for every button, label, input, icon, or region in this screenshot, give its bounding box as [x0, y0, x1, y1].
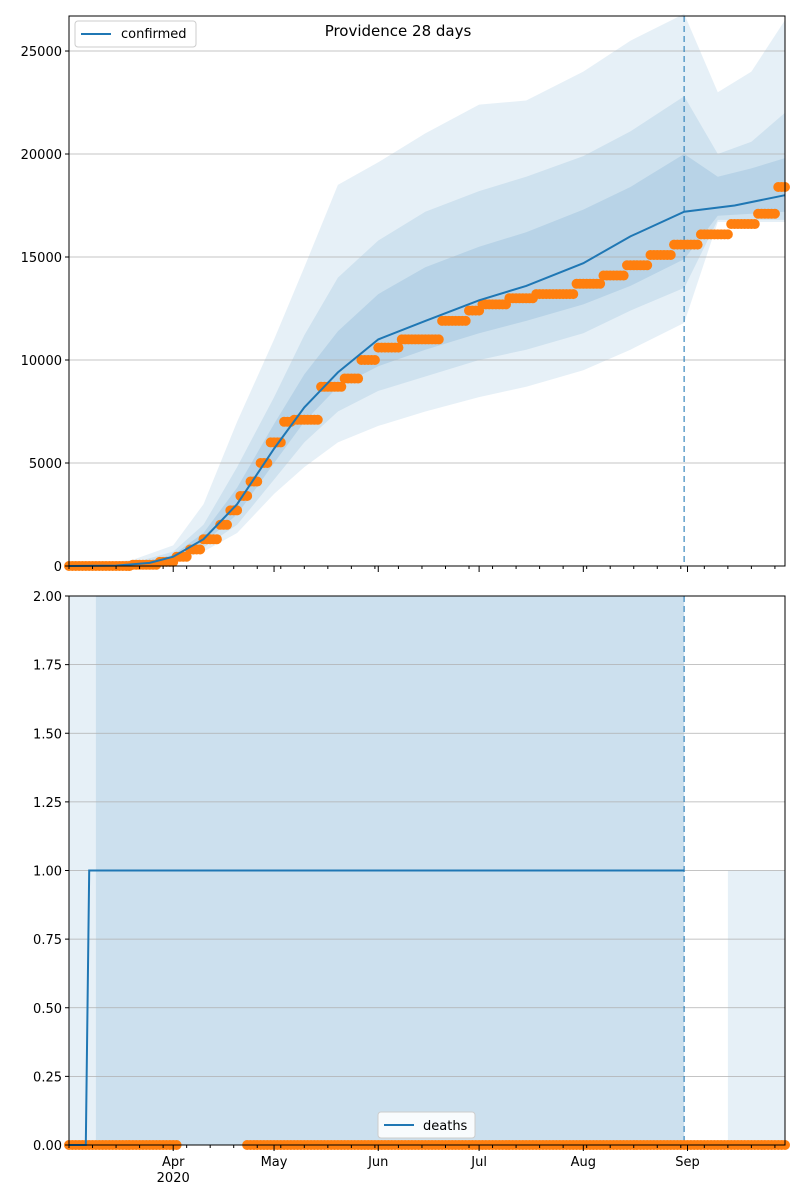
confirmed-observed-point	[353, 373, 364, 384]
deaths-y-tick-label: 1.50	[33, 727, 62, 742]
confirmed-observed-points	[64, 181, 790, 571]
confirmed-y-tick-label: 25000	[21, 45, 62, 60]
deaths-y-tick-label: 1.25	[33, 796, 62, 811]
confirmed-observed-point	[221, 519, 232, 530]
deaths-legend-box	[377, 1111, 476, 1139]
x-tick-label: May	[261, 1155, 288, 1170]
x-tick-label: Aug	[571, 1155, 596, 1170]
confirmed-observed-point	[665, 249, 676, 260]
confirmed-band-middle	[69, 96, 785, 567]
confirmed-band-outer	[69, 13, 785, 566]
deaths-y-tick-label: 0.00	[33, 1139, 62, 1154]
deaths-y-tick-label: 0.25	[33, 1070, 62, 1085]
confirmed-observed-point	[460, 315, 471, 326]
deaths-y-tick-label: 1.75	[33, 659, 62, 674]
confirmed-observed-point	[262, 458, 273, 469]
deaths-panel: 0.00 0.25 0.50 0.75 1.00 1.25 1.50 1.75 2.00 Apr…	[33, 590, 790, 1186]
deaths-legend-label: deaths	[423, 1119, 468, 1134]
confirmed-observed-point	[618, 270, 629, 281]
confirmed-observed-point	[433, 334, 444, 345]
x-tick-label: Sep	[675, 1155, 700, 1170]
x-year-label: 2020	[157, 1171, 190, 1186]
confirmed-y-tick-label: 20000	[21, 148, 62, 163]
confirmed-y-tick-label: 5000	[29, 457, 62, 472]
confirmed-observed-point	[211, 534, 222, 545]
confirmed-legend-box	[74, 20, 197, 48]
x-tick-label: Jul	[470, 1155, 487, 1170]
confirmed-y-tick-label: 15000	[21, 251, 62, 266]
confirmed-y-axis: 0 5000 10000 15000 20000 25000	[21, 45, 69, 575]
deaths-y-tick-label: 0.75	[33, 933, 62, 948]
confirmed-model-line	[68, 194, 786, 567]
confirmed-observed-point	[275, 437, 286, 448]
x-tick-label: Jun	[367, 1155, 388, 1170]
deaths-y-tick-label: 2.00	[33, 590, 62, 605]
confirmed-x-axis	[68, 566, 776, 572]
confirmed-observed-point	[369, 355, 380, 366]
deaths-y-tick-label: 1.00	[33, 865, 62, 880]
confirmed-legend: confirmed	[74, 20, 197, 48]
confirmed-panel: 0 5000 10000 15000 20000 25000 Providence 28 …	[21, 13, 790, 575]
deaths-legend: deaths	[377, 1111, 476, 1139]
confirmed-observed-point	[393, 342, 404, 353]
confirmed-observed-point	[568, 289, 579, 300]
confirmed-observed-point	[692, 239, 703, 250]
deaths-x-axis: Apr May Jun Jul Aug Sep 2020	[68, 1145, 776, 1186]
confirmed-observed-point	[642, 260, 653, 271]
confirmed-observed-point	[722, 229, 733, 240]
chart-title: Providence 28 days	[325, 22, 472, 40]
deaths-y-tick-label: 0.50	[33, 1002, 62, 1017]
confirmed-y-tick-label: 0	[54, 560, 62, 575]
confirmed-observed-point	[769, 208, 780, 219]
deaths-y-axis: 0.00 0.25 0.50 0.75 1.00 1.25 1.50 1.75 2.00	[33, 590, 69, 1154]
x-tick-label: Apr	[162, 1155, 185, 1170]
confirmed-observed-point	[312, 414, 323, 425]
confirmed-y-tick-label: 10000	[21, 354, 62, 369]
confirmed-observed-point	[749, 219, 760, 230]
confirmed-observed-point	[336, 381, 347, 392]
confirmed-axes-frame	[68, 15, 786, 567]
confirmed-observed-point	[595, 278, 606, 289]
confirmed-legend-label: confirmed	[121, 27, 187, 42]
confirmed-model-line	[68, 194, 786, 567]
confirmed-observed-point	[195, 544, 206, 555]
